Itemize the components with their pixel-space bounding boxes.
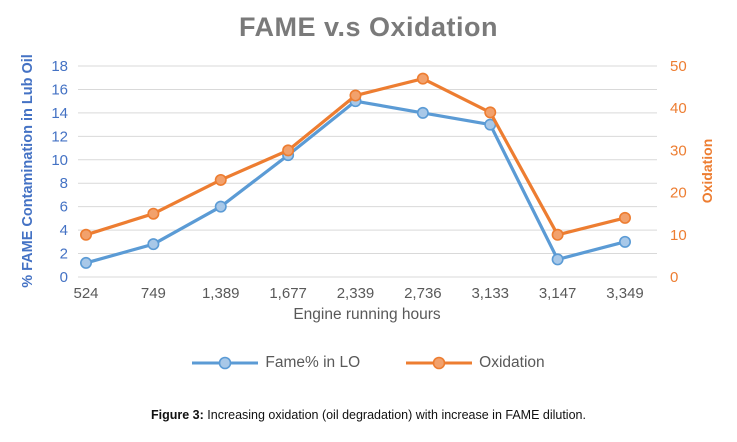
- x-axis-tick-label: 1,389: [202, 285, 240, 302]
- series-marker-oxidation: [416, 72, 429, 85]
- chart-title: FAME v.s Oxidation: [238, 12, 499, 42]
- y-axis-right-tick-label: 10: [670, 227, 687, 244]
- series-marker-oxidation: [282, 144, 295, 157]
- x-axis-tick-label: 749: [141, 285, 166, 302]
- x-axis-title: Engine running hours: [293, 306, 441, 323]
- series-marker-fame-in-lo: [551, 253, 564, 266]
- x-axis-tick-label: 3,147: [539, 285, 577, 302]
- legend-item-fame-in-lo: Fame% in LO: [192, 354, 360, 372]
- y-axis-right-tick-label: 50: [670, 58, 687, 75]
- series-marker-oxidation: [551, 228, 564, 241]
- y-axis-left-tick-label: 0: [60, 269, 68, 286]
- series-marker-fame-in-lo: [618, 235, 631, 248]
- series-marker-fame-in-lo: [416, 106, 429, 119]
- y-axis-left-tick-label: 10: [51, 152, 68, 169]
- legend-label-oxidation: Oxidation: [479, 354, 545, 371]
- x-axis-tick-label: 3,349: [606, 285, 644, 302]
- series-marker-fame-in-lo: [147, 238, 160, 251]
- y-axis-left-tick-label: 8: [60, 175, 68, 192]
- y-axis-right-tick-label: 30: [670, 142, 687, 159]
- y-axis-left-tick-label: 12: [51, 128, 68, 145]
- series-marker-fame-in-lo: [80, 256, 93, 269]
- legend-item-oxidation: Oxidation: [406, 354, 545, 372]
- legend-marker-oxidation: [406, 356, 473, 370]
- legend-label-fame-in-lo: Fame% in LO: [265, 354, 361, 371]
- x-axis-tick-label: 2,339: [337, 285, 375, 302]
- series-marker-fame-in-lo: [214, 200, 227, 213]
- x-axis-tick-label: 3,133: [471, 285, 509, 302]
- figure-caption-text: Increasing oxidation (oil degradation) w…: [203, 408, 586, 422]
- y-axis-left-tick-label: 6: [60, 199, 68, 216]
- figure-caption: Figure 3: Increasing oxidation (oil degr…: [0, 408, 737, 422]
- y-axis-right-tick-label: 40: [670, 100, 687, 117]
- y-axis-left-tick-label: 14: [51, 105, 68, 122]
- x-axis-tick-label: 1,677: [269, 285, 307, 302]
- y-axis-right-title: Oxidation: [699, 139, 715, 204]
- figure-caption-label: Figure 3:: [151, 408, 204, 422]
- series-marker-oxidation: [484, 106, 497, 119]
- series-marker-oxidation: [349, 89, 362, 102]
- series-marker-oxidation: [618, 211, 631, 224]
- x-axis-tick-label: 2,736: [404, 285, 442, 302]
- series-marker-oxidation: [214, 173, 227, 186]
- y-axis-left-tick-label: 16: [51, 81, 68, 98]
- series-marker-oxidation: [147, 207, 160, 220]
- legend: Fame% in LO Oxidation: [0, 354, 737, 372]
- y-axis-left-tick-label: 2: [60, 246, 68, 263]
- series-line-fame-in-lo: [84, 99, 627, 265]
- x-axis-tick-label: 524: [73, 285, 98, 302]
- y-axis-right-tick-label: 0: [670, 269, 678, 286]
- y-axis-left-tick-label: 4: [60, 222, 68, 239]
- y-axis-left-title: % FAME Contamination in Lub Oil: [20, 54, 36, 288]
- legend-marker-fame-in-lo: [192, 356, 259, 370]
- y-axis-right-tick-label: 20: [670, 185, 687, 202]
- y-axis-left-tick-label: 18: [51, 58, 68, 75]
- series-marker-oxidation: [80, 228, 93, 241]
